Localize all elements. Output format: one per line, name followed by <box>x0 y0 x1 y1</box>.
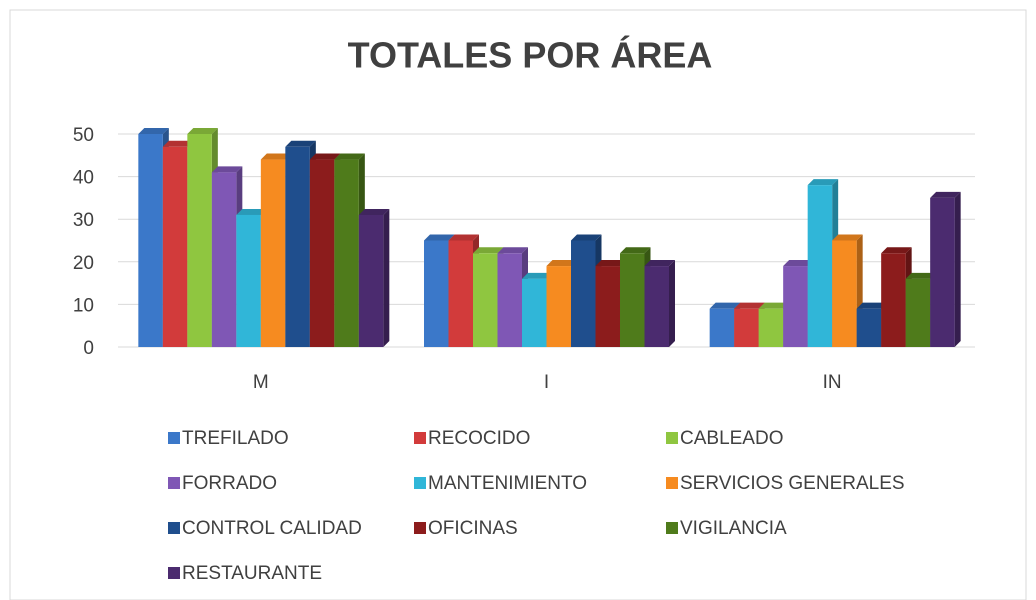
bar-top <box>709 302 741 309</box>
bar <box>138 134 163 347</box>
legend-label: RESTAURANTE <box>182 563 322 584</box>
bar-top <box>522 272 553 279</box>
bar-top <box>644 260 675 267</box>
x-tick-label: IN <box>823 372 842 393</box>
bar-top <box>856 302 888 309</box>
bar <box>211 172 237 347</box>
bar <box>522 278 547 347</box>
bar <box>424 240 449 347</box>
bar <box>881 253 906 347</box>
bar-top <box>758 302 790 309</box>
bar <box>758 308 784 347</box>
legend-label: FORRADO <box>182 473 277 494</box>
bar-top <box>881 247 912 254</box>
bar-top <box>309 153 341 160</box>
bar <box>905 278 931 347</box>
legend-label: VIGILANCIA <box>680 518 787 539</box>
legend-label: MANTENIMIENTO <box>428 473 587 494</box>
bar-side <box>669 260 675 347</box>
legend-swatch <box>168 432 180 444</box>
bar <box>595 266 620 347</box>
legend-label: RECOCIDO <box>428 428 530 449</box>
legend-swatch <box>666 522 678 534</box>
bar <box>930 197 955 347</box>
y-tick-label: 10 <box>73 295 94 316</box>
bar-top <box>546 260 577 267</box>
bar-top <box>832 234 863 241</box>
y-tick-label: 50 <box>73 125 94 146</box>
bar-top <box>211 166 243 173</box>
legend-swatch <box>414 522 426 534</box>
y-tick-label: 0 <box>83 338 94 359</box>
bar-top <box>595 260 626 267</box>
bar <box>620 253 645 347</box>
bar <box>162 146 188 347</box>
bar <box>783 266 808 347</box>
legend-swatch <box>666 477 678 489</box>
bar <box>260 159 286 347</box>
legend-label: SERVICIOS GENERALES <box>680 473 905 494</box>
bar-top <box>334 153 365 160</box>
bar-top <box>807 179 839 186</box>
bar-top <box>473 247 504 254</box>
bar-top <box>358 208 390 215</box>
legend-swatch <box>414 477 426 489</box>
x-tick-label: I <box>544 372 549 393</box>
bar-top <box>260 153 292 160</box>
bar <box>358 214 384 347</box>
y-tick-label: 20 <box>73 253 94 274</box>
bar <box>546 266 571 347</box>
bar-top <box>236 208 267 215</box>
legend-label: CABLEADO <box>680 428 783 449</box>
legend-swatch <box>666 432 678 444</box>
legend-swatch <box>168 477 180 489</box>
legend-label: CONTROL CALIDAD <box>182 518 362 539</box>
legend-swatch <box>168 522 180 534</box>
bar <box>309 159 335 347</box>
bar-top <box>783 260 814 267</box>
bar <box>236 214 261 347</box>
bar-top <box>497 247 528 254</box>
bar-side <box>383 208 390 347</box>
bar <box>448 240 473 347</box>
bar-top <box>448 234 479 241</box>
bar-top <box>734 302 765 309</box>
bar-top <box>620 247 651 254</box>
bar <box>856 308 882 347</box>
legend-label: OFICINAS <box>428 518 518 539</box>
bar-top <box>285 140 316 147</box>
bar <box>571 240 596 347</box>
bar-top <box>424 234 455 241</box>
bar-top <box>187 128 218 134</box>
bar-top <box>162 140 194 147</box>
bar <box>709 308 735 347</box>
bar <box>285 146 310 347</box>
bar-side <box>954 191 961 347</box>
y-tick-label: 40 <box>73 168 94 189</box>
bar-top <box>138 128 169 134</box>
bar-top <box>571 234 602 241</box>
bar <box>644 266 669 347</box>
x-tick-label: M <box>253 372 269 393</box>
bar <box>734 308 759 347</box>
legend-swatch <box>168 567 180 579</box>
bar <box>334 159 359 347</box>
bar <box>497 253 522 347</box>
legend-label: TREFILADO <box>182 428 289 449</box>
bar <box>807 185 833 347</box>
bar-top <box>930 191 961 198</box>
bar-top <box>905 272 937 279</box>
bar <box>473 253 498 347</box>
y-tick-label: 30 <box>73 210 94 231</box>
bar <box>187 134 212 347</box>
bar <box>832 240 857 347</box>
legend-swatch <box>414 432 426 444</box>
chart-title: TOTALES POR ÁREA <box>348 35 713 76</box>
